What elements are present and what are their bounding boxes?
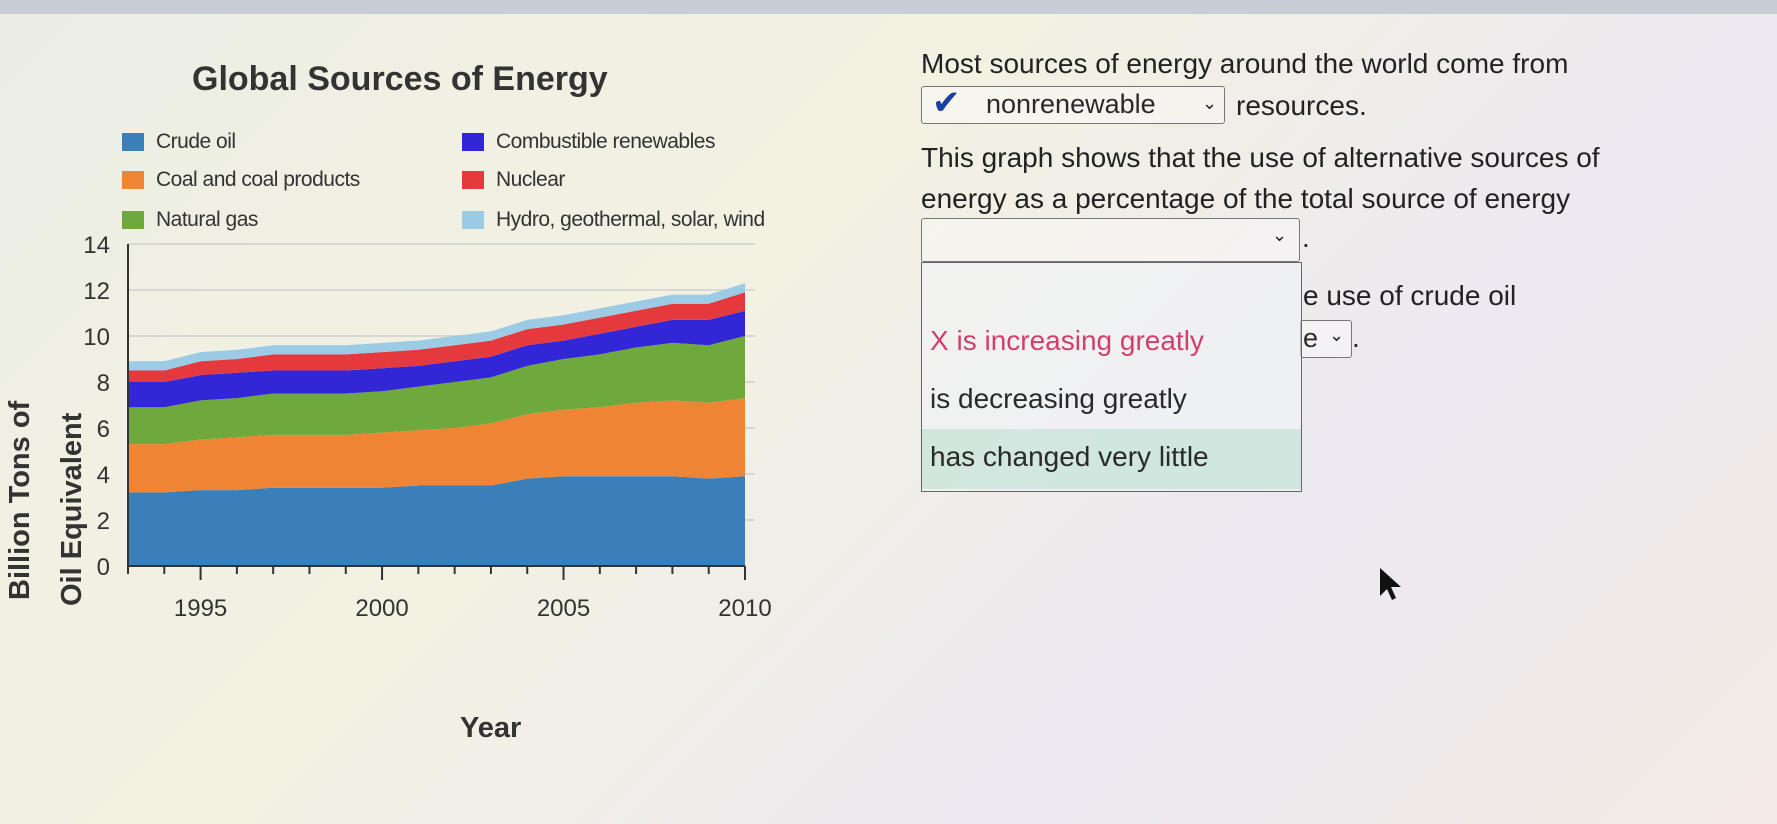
screen-top-bar	[0, 0, 1777, 14]
question-2-dropdown-list: X is increasing greatly is decreasing gr…	[921, 262, 1302, 492]
dropdown-option-hover-highlight	[922, 429, 1301, 489]
legend-label: Combustible renewables	[496, 130, 715, 153]
legend-item: Natural gas	[122, 208, 258, 232]
y-tick-label: 14	[83, 232, 110, 259]
question-3-text: e use of crude oil	[1303, 280, 1517, 311]
area-series-nuclear	[128, 292, 745, 382]
legend-swatch	[122, 211, 144, 229]
area-series-natural-gas	[128, 336, 745, 445]
y-tick-label: 8	[97, 370, 110, 397]
legend-item: Crude oil	[122, 130, 236, 154]
dropdown-option-changed-little[interactable]: has changed very little	[930, 441, 1209, 472]
x-tick-label: 2000	[355, 595, 408, 622]
question-2-text-line1: This graph shows that the use of alterna…	[921, 142, 1600, 173]
area-series-coal-and-coal-products	[128, 398, 745, 493]
checkmark-icon: ✔	[932, 84, 961, 122]
area-series-hydro-geothermal-solar-wind	[128, 283, 745, 371]
area-series-crude-oil	[128, 476, 745, 566]
legend-swatch	[122, 133, 144, 151]
legend-label: Crude oil	[156, 130, 236, 153]
question-3-selected-value: e	[1303, 323, 1319, 353]
y-tick-label: 0	[97, 554, 110, 581]
chevron-down-icon: ⌄	[1329, 325, 1345, 345]
question-2-suffix: .	[1302, 222, 1310, 253]
legend-item: Nuclear	[462, 168, 565, 192]
dropdown-option-blank[interactable]	[930, 271, 1290, 311]
question-1-select[interactable]: ✔ nonrenewable ⌄	[921, 84, 1225, 124]
dropdown-option-increasing[interactable]: X is increasing greatly	[930, 325, 1204, 357]
question-1-selected-value: nonrenewable	[986, 89, 1156, 119]
mouse-cursor-icon	[1380, 568, 1401, 600]
x-tick-label: 2010	[718, 595, 771, 622]
question-3-suffix: .	[1352, 322, 1360, 353]
legend-swatch	[462, 211, 484, 229]
legend-swatch	[462, 133, 484, 151]
legend-label: Coal and coal products	[156, 168, 360, 191]
chart-title: Global Sources of Energy	[192, 60, 608, 98]
y-tick-label: 6	[97, 416, 110, 443]
legend-item: Combustible renewables	[462, 130, 715, 154]
area-series-combustible-renewables	[128, 310, 745, 408]
x-axis-label: Year	[460, 712, 522, 744]
legend-swatch	[122, 171, 144, 189]
stacked-area-chart: 0 2 4 6 8 10 12 14 1995 2000 2005 2010	[83, 232, 771, 622]
y-tick-label: 4	[97, 462, 110, 489]
legend-item: Hydro, geothermal, solar, wind	[462, 208, 765, 232]
y-tick-label: 10	[83, 324, 110, 351]
dropdown-option-label: is increasing greatly	[956, 325, 1204, 356]
y-axis-label-line1: Billion Tons of	[4, 400, 36, 600]
y-tick-label: 2	[97, 508, 110, 535]
legend-label: Hydro, geothermal, solar, wind	[496, 208, 765, 231]
legend-item: Coal and coal products	[122, 168, 360, 192]
incorrect-x-icon: X	[930, 325, 949, 356]
x-tick-label: 1995	[174, 595, 227, 622]
legend-label: Natural gas	[156, 208, 258, 231]
question-2-select[interactable]: ⌄	[921, 218, 1300, 262]
x-tick-label: 2005	[537, 595, 590, 622]
chevron-down-icon: ⌄	[1272, 225, 1288, 245]
question-1-text: Most sources of energy around the world …	[921, 48, 1569, 79]
legend-label: Nuclear	[496, 168, 565, 191]
chevron-down-icon: ⌄	[1202, 93, 1218, 113]
question-2-text-line2: energy as a percentage of the total sour…	[921, 183, 1571, 214]
legend-swatch	[462, 171, 484, 189]
question-1-suffix: resources.	[1236, 90, 1367, 121]
dropdown-option-decreasing[interactable]: is decreasing greatly	[930, 383, 1187, 414]
y-axis-label-line2: Oil Equivalent	[56, 412, 88, 606]
question-3-select[interactable]: e ⌄	[1300, 320, 1352, 358]
y-tick-label: 12	[83, 278, 110, 305]
